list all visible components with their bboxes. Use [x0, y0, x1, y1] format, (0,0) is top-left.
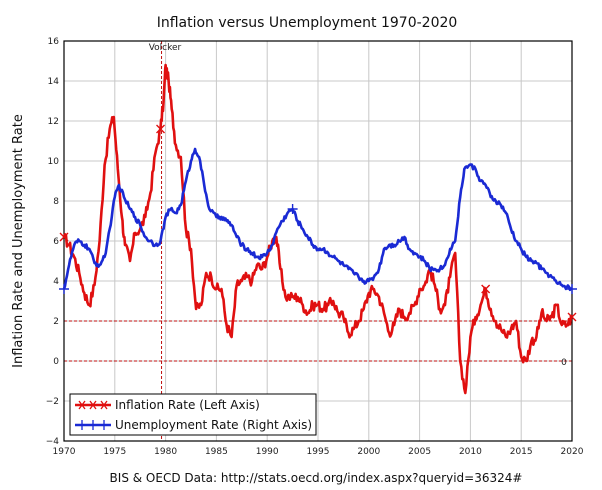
zero-annotation: 0: [561, 358, 567, 368]
y-tick-label: 16: [48, 37, 60, 47]
inflation-marker: [59, 232, 69, 242]
y-tick-label: 0: [53, 357, 59, 367]
legend-inflation-swatch: [75, 400, 111, 410]
source-note: BIS & OECD Data: http://stats.oecd.org/i…: [110, 471, 523, 485]
x-tick-labels: 1970 1975 1980 1985 1990 1995 2000 2005 2010 2015…: [53, 447, 584, 457]
y-tick-label: 4: [53, 277, 59, 287]
unemployment-line: [62, 147, 573, 292]
x-tick-label: 2020: [561, 447, 584, 457]
x-tick-label: 1995: [307, 447, 330, 457]
inflation-marker: [567, 312, 577, 322]
y-tick-label: 6: [53, 237, 59, 247]
x-tick-label: 2015: [510, 447, 533, 457]
y-tick-label: −2: [46, 397, 59, 407]
series-layer: [59, 63, 577, 395]
x-tick-label: 2005: [408, 447, 431, 457]
unemployment-marker: [567, 284, 577, 294]
x-tick-label: 2010: [459, 447, 482, 457]
y-axis-label: Inflation Rate and Unemployment Rate: [11, 114, 26, 368]
x-tick-label: 2000: [357, 447, 380, 457]
unemployment-marker: [287, 204, 298, 214]
x-tick-label: 1985: [205, 447, 228, 457]
volcker-annotation: Volcker: [149, 43, 182, 53]
legend-inflation-label: Inflation Rate (Left Axis): [115, 398, 260, 412]
legend-unemployment-label: Unemployment Rate (Right Axis): [115, 418, 312, 432]
y-tick-label: 8: [53, 197, 59, 207]
inflation-marker: [481, 284, 491, 294]
y-tick-label: −4: [46, 437, 60, 447]
inflation-marker: [156, 124, 166, 134]
chart-title: Inflation versus Unemployment 1970-2020: [157, 15, 458, 31]
x-tick-label: 1970: [53, 447, 76, 457]
x-tick-label: 1980: [154, 447, 177, 457]
y-tick-label: 2: [53, 317, 59, 327]
unemployment-marker: [59, 284, 69, 294]
y-tick-label: 14: [48, 77, 60, 87]
y-tick-labels: −4 −2 0 2 4 6 8 10 12 14 16: [46, 37, 60, 447]
legend: Inflation Rate (Left Axis) Unemployment …: [69, 393, 317, 436]
legend-unemployment-swatch: [75, 420, 111, 430]
x-tick-label: 1990: [256, 447, 279, 457]
legend-box: [69, 393, 317, 436]
plot-area-frame: [63, 40, 573, 442]
y-tick-label: 10: [48, 157, 60, 167]
x-tick-label: 1975: [103, 447, 126, 457]
y-tick-label: 12: [48, 117, 59, 127]
grid: [63, 40, 573, 442]
